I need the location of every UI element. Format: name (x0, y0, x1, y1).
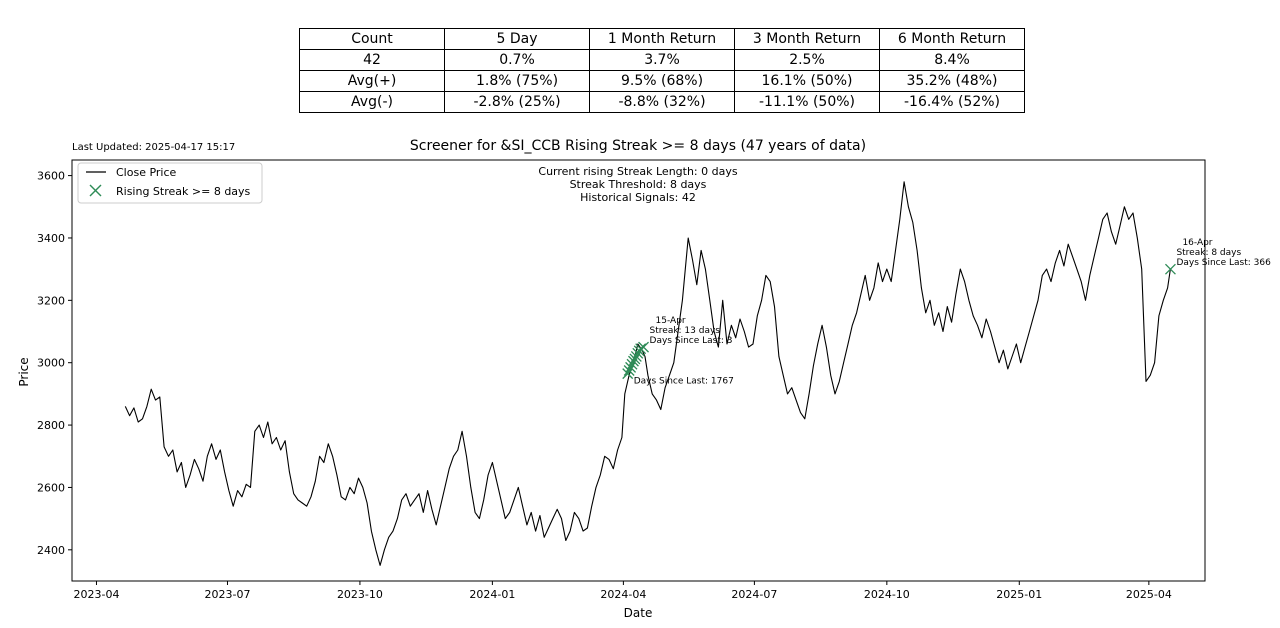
legend-x-marker-icon (89, 184, 102, 197)
y-tick-label: 2800 (37, 419, 65, 432)
plot-frame (71, 159, 1206, 582)
stats-cell: -2.8% (25%) (444, 91, 590, 113)
stats-cell: -16.4% (52%) (879, 91, 1025, 113)
stats-row: Avg(-) -2.8% (25%) -8.8% (32%) -11.1% (50%)… (299, 91, 1025, 113)
signal-annotation: 16-Apr (1182, 238, 1212, 248)
x-tick-label: 2024-01 (469, 588, 515, 601)
stats-cell: 35.2% (48%) (879, 70, 1025, 92)
signal-annotation: Streak: 13 days (650, 326, 721, 336)
last-updated-label: Last Updated: 2025-04-17 15:17 (72, 142, 235, 153)
y-tick-label: 3000 (37, 357, 65, 370)
close-price-line (124, 181, 1171, 566)
x-tick-label: 2023-07 (204, 588, 250, 601)
stats-cell: 9.5% (68%) (589, 70, 735, 92)
y-tick-label: 3600 (37, 170, 65, 183)
y-tick-label: 3200 (37, 294, 65, 307)
chart-title: Screener for &SI_CCB Rising Streak >= 8 … (410, 138, 866, 154)
signal-annotation: Days Since Last: 3 (650, 336, 733, 346)
y-tick-label: 2400 (37, 544, 65, 557)
stats-row: Avg(+) 1.8% (75%) 9.5% (68%) 16.1% (50%) 35.… (299, 70, 1025, 92)
signal-marker (622, 368, 634, 380)
legend-label-close-price: Close Price (116, 166, 177, 179)
x-tick-label: 2025-04 (1126, 588, 1172, 601)
legend-label-rising-streak: Rising Streak >= 8 days (116, 185, 251, 198)
x-tick-label: 2024-10 (864, 588, 910, 601)
signal-annotation: Days Since Last: 366 (1176, 258, 1271, 268)
signal-annotation: Days Since Last: 1767 (634, 377, 734, 387)
signal-marker (625, 361, 637, 373)
y-tick-label: 3400 (37, 232, 65, 245)
info-line-2: Streak Threshold: 8 days (570, 178, 707, 191)
info-line-1: Current rising Streak Length: 0 days (538, 165, 737, 178)
signal-marker (623, 365, 635, 376)
stats-cell: -11.1% (50%) (734, 91, 880, 113)
stats-row: Count 5 Day 1 Month Return 3 Month Return 6 … (299, 28, 1025, 50)
x-tick-label: 2025-01 (996, 588, 1042, 601)
x-tick-label: 2024-07 (731, 588, 777, 601)
stats-header-cell: 6 Month Return (879, 28, 1025, 50)
legend: Close Price Rising Streak >= 8 days (77, 162, 263, 204)
signal-marker (638, 341, 649, 353)
signal-marker (1164, 263, 1176, 275)
signal-annotation: Streak: 8 days (1176, 248, 1241, 258)
stats-table: Count 5 Day 1 Month Return 3 Month Return 6 … (299, 28, 1025, 113)
signal-annotation: 15-Apr (656, 316, 686, 326)
x-axis-label: Date (624, 606, 653, 620)
info-line-3: Historical Signals: 42 (580, 191, 696, 204)
signal-marker (626, 358, 638, 370)
x-tick-label: 2023-10 (337, 588, 383, 601)
y-axis-label: Price (17, 357, 31, 386)
stats-cell: 16.1% (50%) (734, 70, 880, 92)
signal-marker (630, 351, 642, 362)
signal-marker (629, 353, 641, 365)
stats-cell: Avg(-) (299, 91, 445, 113)
signal-marker (635, 343, 647, 355)
x-tick-label: 2024-04 (600, 588, 646, 601)
x-tick-label: 2023-04 (73, 588, 119, 601)
legend-box (77, 162, 263, 204)
stats-cell: -8.8% (32%) (589, 91, 735, 113)
y-tick-label: 2600 (37, 481, 65, 494)
